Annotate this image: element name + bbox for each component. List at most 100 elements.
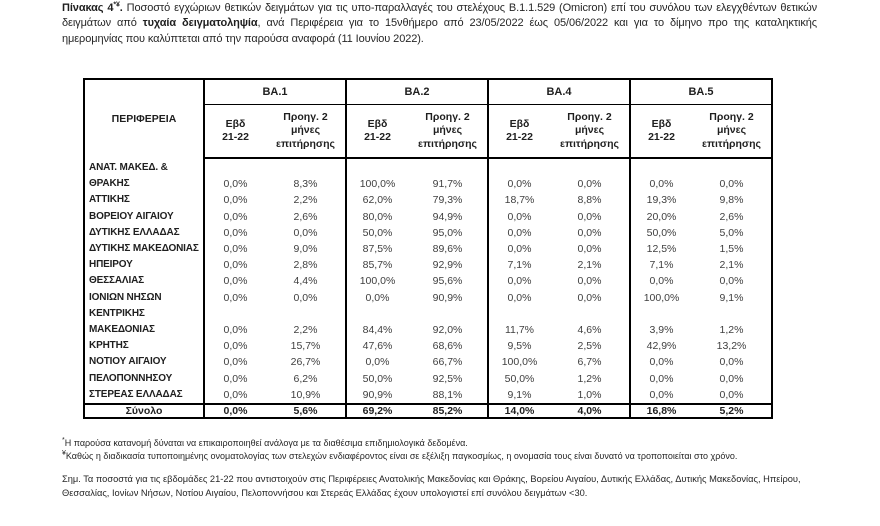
percentage-cell: 94,9% bbox=[408, 208, 489, 225]
percentage-cell: 18,7% bbox=[504, 194, 535, 207]
percentage-cell: 0,0% bbox=[507, 243, 532, 256]
percentage-cell: 26,7% bbox=[266, 354, 347, 371]
table-caption: Πίνακας 4*¥. Ποσοστό εγχώριων θετικών δε… bbox=[62, 1, 817, 47]
percentage-cell: 8,3% bbox=[266, 158, 347, 193]
percentage-cell: 62,0% bbox=[362, 194, 393, 207]
total-percentage-cell: 0,0% bbox=[204, 403, 266, 419]
percentage-cell: 87,5% bbox=[362, 243, 393, 256]
table-row: ΠΕΛΟΠΟΝΝΗΣΟΥ 0,0% 6,2% 50,0% 92,5% 50,0% 1,2% 0… bbox=[84, 370, 773, 387]
percentage-cell: 2,2% bbox=[266, 305, 347, 339]
percentage-cell: 84,4% bbox=[362, 324, 393, 337]
total-percentage-cell: 4,0% bbox=[550, 403, 631, 419]
footnote-marker: ¥ bbox=[62, 450, 66, 457]
total-percentage-cell: 14,0% bbox=[488, 403, 550, 419]
percentage-cell: 0,0% bbox=[649, 388, 674, 401]
percentage-cell: 0,0% bbox=[223, 275, 248, 288]
note-text: Σημ. Τα ποσοστά για τις εβδομάδες 21-22 … bbox=[62, 474, 801, 498]
table-row: ΚΡΗΤΗΣ 0,0% 15,7% 47,6% 68,6% 9,5% 2,5% 42,9% 13… bbox=[84, 338, 773, 355]
total-percentage-cell: 16,8% bbox=[630, 403, 692, 419]
percentage-cell: 0,0% bbox=[223, 388, 248, 401]
percentage-cell: 3,9% bbox=[649, 324, 674, 337]
percentage-cell: 0,0% bbox=[550, 273, 631, 290]
caption-label: Πίνακας 4*¥. bbox=[62, 1, 127, 14]
region-name: ΔΥΤΙΚΗΣ ΜΑΚΕΔΟΝΙΑΣ bbox=[84, 241, 205, 258]
percentage-cell: 0,0% bbox=[550, 158, 631, 193]
percentage-cell: 4,4% bbox=[266, 273, 347, 290]
percentage-cell: 100,0% bbox=[643, 291, 680, 304]
percentage-cell: 50,0% bbox=[646, 226, 677, 239]
percentage-cell: 50,0% bbox=[362, 372, 393, 385]
subheader-week: Εβδ 21-22 bbox=[204, 104, 266, 159]
table-row: ΔΥΤΙΚΗΣ ΕΛΛΑΔΑΣ 0,0% 0,0% 50,0% 95,0% 0,0% 0,0… bbox=[84, 224, 773, 242]
percentage-cell: 89,6% bbox=[408, 241, 489, 258]
percentage-cell: 0,0% bbox=[649, 275, 674, 288]
percentage-cell: 0,0% bbox=[223, 372, 248, 385]
percentage-cell: 0,0% bbox=[550, 289, 631, 306]
percentage-cell: 2,5% bbox=[550, 338, 631, 355]
percentage-cell: 10,9% bbox=[266, 386, 347, 405]
subheader-week: Εβδ 21-22 bbox=[488, 104, 550, 159]
percentage-cell: 85,7% bbox=[362, 259, 393, 272]
region-name: ΘΕΣΣΑΛΙΑΣ bbox=[84, 273, 205, 290]
region-name: ΠΕΛΟΠΟΝΝΗΣΟΥ bbox=[84, 370, 205, 387]
percentage-cell: 7,1% bbox=[649, 259, 674, 272]
footnote: *Η παρούσα κατανομή δύναται να επικαιροπ… bbox=[62, 437, 820, 450]
percentage-cell: 2,1% bbox=[550, 257, 631, 274]
variant-groups-row: ΠΕΡΙΦΕΡΕΙΑ BA.1 BA.2 BA.4 BA.5 bbox=[84, 79, 773, 158]
percentage-cell: 2,1% bbox=[692, 257, 773, 274]
percentage-cell: 0,0% bbox=[692, 158, 773, 193]
percentage-cell: 8,8% bbox=[550, 192, 631, 209]
percentage-cell: 0,0% bbox=[223, 226, 248, 239]
percentage-cell: 0,0% bbox=[507, 291, 532, 304]
percentage-cell: 100,0% bbox=[359, 275, 396, 288]
footnote-marker: * bbox=[62, 437, 65, 444]
table-footer: Σύνολο 0,0% 5,6% 69,2% 85,2% 14,0% 4,0% 16,8% 5… bbox=[84, 403, 773, 419]
percentage-cell: 92,9% bbox=[408, 257, 489, 274]
table-body: ΑΝΑΤ. ΜΑΚΕΔ. & ΘΡΑΚΗΣ 0,0% 8,3% 100,0% 91,7%… bbox=[84, 158, 773, 405]
subheader-prev-months: Προηγ. 2 μήνες επιτήρησης bbox=[408, 104, 489, 159]
percentage-cell: 0,0% bbox=[223, 210, 248, 223]
table-row: ΣΤΕΡΕΑΣ ΕΛΛΑΔΑΣ 0,0% 10,9% 90,9% 88,1% 9,1% 1,… bbox=[84, 386, 773, 405]
percentage-cell: 0,0% bbox=[223, 340, 248, 353]
percentage-cell: 6,2% bbox=[266, 370, 347, 387]
variant-group-header: BA.4 bbox=[488, 79, 631, 105]
percentage-cell: 90,9% bbox=[408, 289, 489, 306]
total-percentage-cell: 69,2% bbox=[346, 403, 408, 419]
subheader-prev-months: Προηγ. 2 μήνες επιτήρησης bbox=[550, 104, 631, 159]
percentage-cell: 92,5% bbox=[408, 370, 489, 387]
percentage-cell: 2,6% bbox=[692, 208, 773, 225]
table-row: ΝΟΤΙΟΥ ΑΙΓΑΙΟΥ 0,0% 26,7% 0,0% 66,7% 100,0% 6,… bbox=[84, 354, 773, 371]
percentage-cell: 12,5% bbox=[646, 243, 677, 256]
percentage-cell: 4,6% bbox=[550, 305, 631, 339]
table-row: ΔΥΤΙΚΗΣ ΜΑΚΕΔΟΝΙΑΣ 0,0% 9,0% 87,5% 89,6% 0,0%… bbox=[84, 241, 773, 258]
subheader-prev-months: Προηγ. 2 μήνες επιτήρησης bbox=[692, 104, 773, 159]
region-name: ΣΤΕΡΕΑΣ ΕΛΛΑΔΑΣ bbox=[84, 386, 205, 405]
footnote-text: Καθώς η διαδικασία τυποποιημένης ονοματο… bbox=[65, 451, 738, 461]
percentage-cell: 0,0% bbox=[507, 226, 532, 239]
percentage-cell: 0,0% bbox=[507, 275, 532, 288]
percentage-cell: 79,3% bbox=[408, 192, 489, 209]
percentage-cell: 0,0% bbox=[266, 224, 347, 242]
caption-text-1: Ποσοστό εγχώριων θετικών δειγμάτων για τ… bbox=[62, 2, 817, 30]
table-row: ΚΕΝΤΡΙΚΗΣ ΜΑΚΕΔΟΝΙΑΣ 0,0% 2,2% 84,4% 92,0% 11… bbox=[84, 305, 773, 339]
percentage-cell: 1,2% bbox=[550, 370, 631, 387]
percentage-cell: 9,1% bbox=[507, 388, 532, 401]
percentage-cell: 0,0% bbox=[223, 324, 248, 337]
region-name: ΝΟΤΙΟΥ ΑΙΓΑΙΟΥ bbox=[84, 354, 205, 371]
percentage-cell: 0,0% bbox=[223, 194, 248, 207]
total-percentage-cell: 5,6% bbox=[266, 403, 347, 419]
percentage-cell: 88,1% bbox=[408, 386, 489, 405]
percentage-cell: 1,2% bbox=[692, 305, 773, 339]
subheader-week: Εβδ 21-22 bbox=[630, 104, 692, 159]
variant-group-header: BA.1 bbox=[204, 79, 347, 105]
region-name: ΙΟΝΙΩΝ ΝΗΣΩΝ bbox=[84, 289, 205, 306]
region-name: ΚΡΗΤΗΣ bbox=[84, 338, 205, 355]
table-row: ΑΤΤΙΚΗΣ 0,0% 2,2% 62,0% 79,3% 18,7% 8,8% 19,3% 9… bbox=[84, 192, 773, 209]
percentage-cell: 6,7% bbox=[550, 354, 631, 371]
region-name: ΑΤΤΙΚΗΣ bbox=[84, 192, 205, 209]
total-label: Σύνολο bbox=[84, 403, 205, 419]
region-name: ΔΥΤΙΚΗΣ ΕΛΛΑΔΑΣ bbox=[84, 224, 205, 242]
percentage-cell: 1,0% bbox=[550, 386, 631, 405]
footnotes: *Η παρούσα κατανομή δύναται να επικαιροπ… bbox=[62, 437, 820, 500]
